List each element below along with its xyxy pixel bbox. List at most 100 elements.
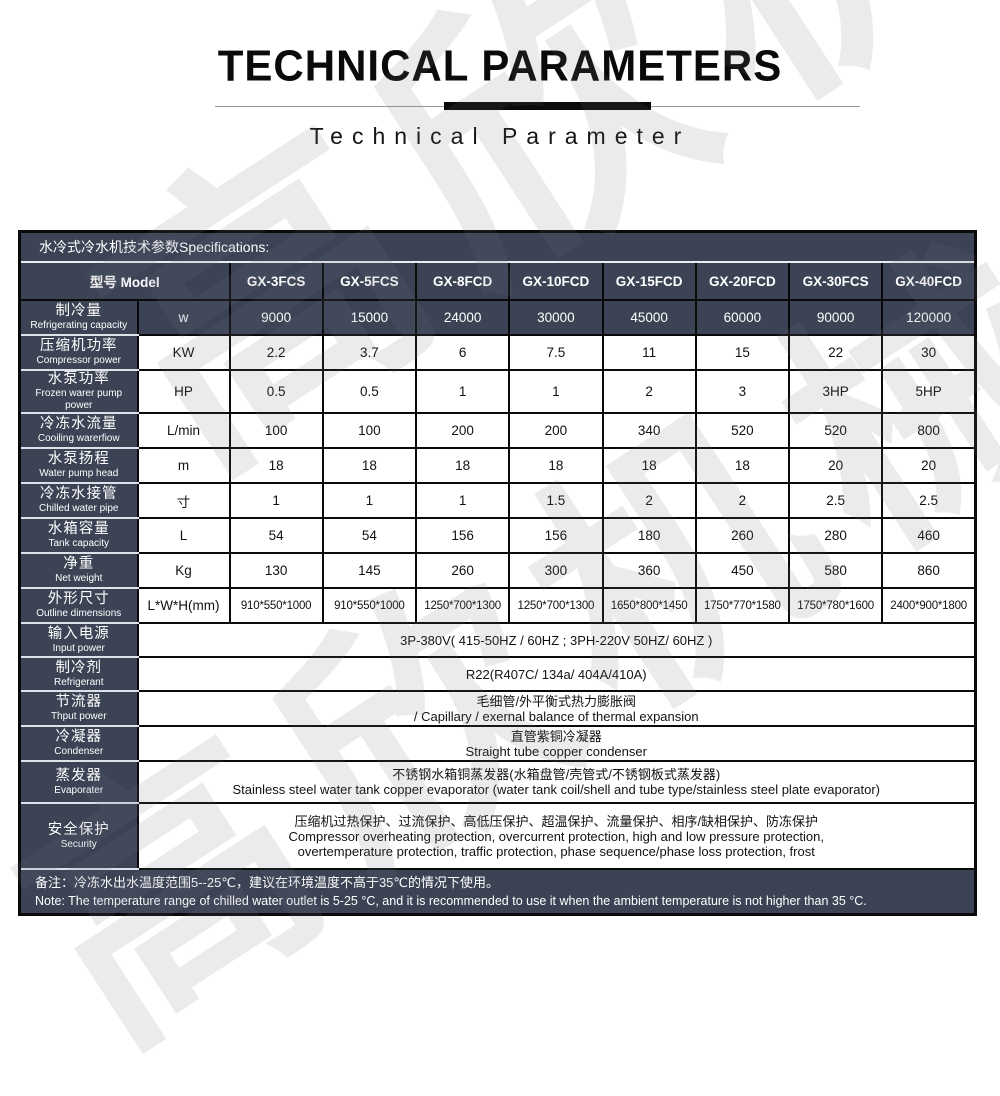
- value-cell: 30000: [508, 299, 604, 336]
- note-row: 备注：冷冻水出水温度范围5--25℃，建议在环境温度不高于35℃的情况下使用。 …: [18, 868, 977, 916]
- value-cell: 580: [787, 552, 884, 589]
- value-cell: 90000: [787, 299, 884, 336]
- value-cell: 800: [881, 412, 977, 449]
- value-cell: 145: [321, 552, 418, 589]
- merged-value-cell: 毛细管/外平衡式热力膨胀阀 / Capillary / exernal balan…: [136, 690, 977, 727]
- row-label-zh: 安全保护: [47, 821, 110, 838]
- value-cell: 100: [228, 412, 324, 449]
- row-label-en: Security: [60, 838, 97, 850]
- merged-value-cell: 3P-380V( 415-50HZ / 60HZ ; 3PH-220V 50HZ…: [136, 622, 977, 658]
- divider-accent-bar: [444, 102, 651, 110]
- row-label: 安全保护 Security: [18, 802, 139, 870]
- value-cell: 18: [508, 447, 604, 484]
- value-cell: 520: [787, 412, 884, 449]
- spec-row: 水箱容量 Tank capacity L 54 54 156 156 180 260 280 460: [18, 517, 977, 554]
- value-cell: 1250*700*1300: [414, 587, 511, 624]
- title-divider: [0, 102, 1000, 111]
- row-label-zh: 冷冻水流量: [40, 416, 118, 432]
- value-cell: 860: [881, 552, 977, 589]
- spec-table-body: 制冷量 Refrigerating capacity w 9000 15000 24000…: [18, 299, 977, 870]
- merged-spec-row: 输入电源 Input power 3P-380V( 415-50HZ / 60HZ …: [18, 622, 977, 658]
- row-label-zh: 制冷剂: [55, 659, 102, 676]
- value-cell: 2: [601, 482, 697, 519]
- row-label-zh: 净重: [63, 556, 95, 572]
- row-label: 净重 Net weight: [18, 552, 139, 589]
- value-cell: 18: [694, 447, 791, 484]
- value-cell: 54: [228, 517, 324, 554]
- value-cell: 100: [321, 412, 418, 449]
- value-cell: 1250*700*1300: [508, 587, 604, 624]
- value-cell: 1.5: [508, 482, 604, 519]
- spec-row: 制冷量 Refrigerating capacity w 9000 15000 24000…: [18, 299, 977, 336]
- value-cell: 300: [508, 552, 604, 589]
- model-header-row: 型号 Model GX-3FCS GX-5FCS GX-8FCD GX-10FC…: [18, 261, 977, 301]
- value-cell: 11: [601, 334, 697, 371]
- merged-value-line: 不锈钢水箱铜蒸发器(水箱盘管/壳管式/不锈钢板式蒸发器): [392, 767, 721, 782]
- row-label-en: Input power: [52, 642, 105, 654]
- note-cell: 备注：冷冻水出水温度范围5--25℃，建议在环境温度不高于35℃的情况下使用。 …: [18, 868, 977, 916]
- unit-cell: L*W*H(mm): [136, 587, 231, 624]
- row-label-en: Net weight: [55, 573, 103, 584]
- value-cell: 2.2: [228, 334, 324, 371]
- row-label-en: Refrigerating capacity: [30, 320, 128, 331]
- value-cell: 2: [694, 482, 791, 519]
- table-caption-row: 水冷式冷水机技术参数Specifications:: [18, 230, 977, 263]
- value-cell: 1: [321, 482, 418, 519]
- value-cell: 340: [601, 412, 697, 449]
- merged-value-line: 毛细管/外平衡式热力膨胀阀: [476, 693, 637, 709]
- row-label: 冷冻水接管 Chilled water pipe: [18, 482, 139, 519]
- merged-value-line: 3P-380V( 415-50HZ / 60HZ ; 3PH-220V 50HZ…: [400, 632, 713, 648]
- value-cell: 30: [881, 334, 977, 371]
- row-label-en: Chilled water pipe: [39, 503, 119, 514]
- unit-cell: L: [136, 517, 231, 554]
- row-label: 制冷剂 Refrigerant: [18, 656, 139, 692]
- value-cell: 45000: [601, 299, 697, 336]
- page-header: TECHNICAL PARAMETERS Technical Parameter: [0, 0, 1000, 150]
- value-cell: 54: [321, 517, 418, 554]
- value-cell: 15000: [321, 299, 418, 336]
- row-label-zh: 水泵功率: [47, 371, 110, 387]
- spec-row: 冷冻水接管 Chilled water pipe 寸 1 1 1 1.5 2 2 2.5 2.5: [18, 482, 977, 519]
- model-header: GX-30FCS: [787, 261, 884, 301]
- value-cell: 5HP: [881, 369, 977, 414]
- model-header: GX-40FCD: [881, 261, 977, 301]
- value-cell: 1650*800*1450: [601, 587, 697, 624]
- row-label: 蒸发器 Evaporater: [18, 760, 139, 804]
- value-cell: 910*550*1000: [321, 587, 418, 624]
- value-cell: 200: [508, 412, 604, 449]
- model-header: GX-8FCD: [414, 261, 511, 301]
- value-cell: 260: [414, 552, 511, 589]
- row-label-en: Tank capacity: [48, 538, 110, 549]
- note-line-en: Note: The temperature range of chilled w…: [35, 893, 867, 908]
- merged-value-cell: 压缩机过热保护、过流保护、高低压保护、超温保护、流量保护、相序/缺相保护、防冻保…: [136, 802, 977, 870]
- value-cell: 1750*780*1600: [787, 587, 884, 624]
- row-label-en: Frozen warer pump power: [35, 388, 123, 411]
- row-label-zh: 冷凝器: [55, 729, 102, 745]
- unit-cell: w: [136, 299, 231, 336]
- row-label-en: Water pump head: [39, 468, 119, 479]
- row-label-zh: 水箱容量: [47, 521, 110, 537]
- row-label-en: Compressor power: [36, 355, 121, 366]
- merged-spec-row: 安全保护 Security 压缩机过热保护、过流保护、高低压保护、超温保护、流量保护…: [18, 802, 977, 870]
- row-label-en: Cooiling warerfiow: [37, 433, 120, 444]
- row-label-en: Thput power: [50, 711, 107, 722]
- value-cell: 18: [414, 447, 511, 484]
- value-cell: 0.5: [228, 369, 324, 414]
- row-label: 冷冻水流量 Cooiling warerfiow: [18, 412, 139, 449]
- row-label-zh: 外形尺寸: [47, 591, 110, 607]
- value-cell: 60000: [694, 299, 791, 336]
- value-cell: 3HP: [787, 369, 884, 414]
- value-cell: 180: [601, 517, 697, 554]
- value-cell: 2.5: [881, 482, 977, 519]
- row-label: 水箱容量 Tank capacity: [18, 517, 139, 554]
- row-label: 制冷量 Refrigerating capacity: [18, 299, 139, 336]
- row-label-zh: 输入电源: [47, 625, 110, 642]
- page-title: TECHNICAL PARAMETERS: [217, 41, 783, 90]
- value-cell: 9000: [228, 299, 324, 336]
- merged-spec-row: 制冷剂 Refrigerant R22(R407C/ 134a/ 404A/410A…: [18, 656, 977, 692]
- value-cell: 1750*770*1580: [694, 587, 791, 624]
- merged-value-cell: R22(R407C/ 134a/ 404A/410A): [136, 656, 977, 692]
- value-cell: 156: [414, 517, 511, 554]
- merged-value-line: overtemperature protection, traffic prot…: [297, 843, 815, 859]
- row-label: 压缩机功率 Compressor power: [18, 334, 139, 371]
